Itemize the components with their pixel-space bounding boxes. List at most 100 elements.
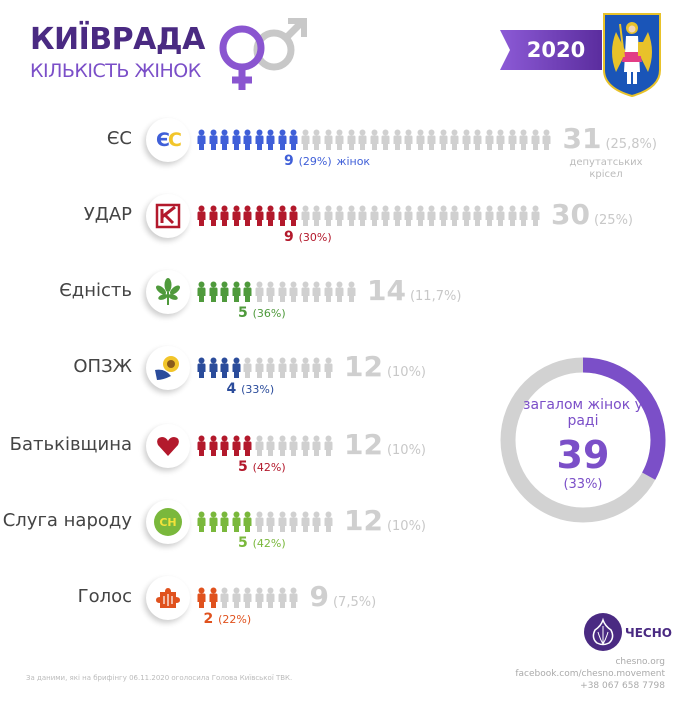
seat-icon bbox=[311, 205, 322, 230]
woman-seat-icon bbox=[196, 511, 207, 536]
seat-icon bbox=[323, 205, 334, 230]
gender-symbols-icon bbox=[219, 18, 307, 90]
seat-icon bbox=[507, 205, 518, 230]
year-label: 2020 bbox=[526, 38, 586, 62]
party-logo-icon: СН bbox=[146, 500, 190, 544]
seat-icon bbox=[484, 129, 495, 154]
woman-seat-icon bbox=[242, 281, 253, 306]
seats-share: (11,7%) bbox=[409, 289, 462, 304]
woman-seat-icon bbox=[231, 435, 242, 460]
seat-icon bbox=[518, 205, 529, 230]
seats-count: 9 bbox=[309, 580, 329, 613]
seat-icon bbox=[300, 357, 311, 382]
seats-share: (25%) bbox=[593, 213, 634, 228]
seat-icon bbox=[415, 129, 426, 154]
seat-icon bbox=[438, 205, 449, 230]
women-count: 9 bbox=[284, 229, 294, 245]
women-count-label: 2 (22%) bbox=[204, 611, 252, 627]
women-share: (30%) bbox=[298, 231, 332, 244]
donut-summary: загалом жінок у раді 39 (33%) bbox=[510, 397, 656, 492]
woman-seat-icon bbox=[242, 435, 253, 460]
seat-icon bbox=[300, 281, 311, 306]
women-count: 4 bbox=[226, 381, 237, 397]
seat-icon bbox=[530, 129, 541, 154]
woman-seat-icon bbox=[265, 205, 276, 230]
seat-icon bbox=[323, 511, 334, 536]
page-title: КИЇВРАДА bbox=[30, 22, 205, 57]
woman-seat-icon bbox=[208, 511, 219, 536]
seats-note: депутатських крісел bbox=[569, 157, 643, 180]
party-name: Голос bbox=[77, 586, 132, 607]
site-link[interactable]: chesno.org bbox=[615, 657, 665, 667]
party-logo-icon bbox=[146, 346, 190, 390]
seat-icon bbox=[449, 205, 460, 230]
seat-icon bbox=[277, 435, 288, 460]
woman-seat-icon bbox=[196, 129, 207, 154]
party-logo-icon bbox=[146, 424, 190, 468]
women-count-label: 5 (36%) bbox=[238, 305, 286, 321]
seats-count: 31 bbox=[562, 122, 602, 155]
seats-share: (10%) bbox=[386, 365, 427, 380]
seat-icon bbox=[288, 357, 299, 382]
seat-icon bbox=[311, 511, 322, 536]
women-share: (33%) bbox=[241, 383, 275, 396]
woman-seat-icon bbox=[231, 357, 242, 382]
woman-seat-icon bbox=[219, 435, 230, 460]
seat-icon bbox=[346, 129, 357, 154]
seat-icon bbox=[265, 587, 276, 612]
summary-label: загалом жінок у раді bbox=[523, 397, 643, 429]
women-share: (29%) bbox=[298, 155, 332, 168]
phone: +38 067 658 7798 bbox=[580, 681, 665, 691]
women-share: (42%) bbox=[252, 461, 286, 474]
seat-icon bbox=[472, 205, 483, 230]
seat-icon bbox=[311, 129, 322, 154]
seats-count: 30 bbox=[551, 198, 590, 231]
seat-icon bbox=[472, 129, 483, 154]
seat-icon bbox=[357, 129, 368, 154]
party-name: УДАР bbox=[83, 204, 132, 225]
woman-seat-icon bbox=[208, 435, 219, 460]
seat-icon bbox=[507, 129, 518, 154]
woman-seat-icon bbox=[231, 205, 242, 230]
seat-icon bbox=[311, 357, 322, 382]
seat-icon bbox=[518, 129, 529, 154]
seat-icon bbox=[380, 205, 391, 230]
party-name: Батьківщина bbox=[9, 434, 132, 455]
women-count: 9 bbox=[284, 153, 294, 169]
woman-seat-icon bbox=[231, 129, 242, 154]
woman-seat-icon bbox=[254, 129, 265, 154]
party-logo-icon bbox=[146, 270, 190, 314]
woman-seat-icon bbox=[208, 205, 219, 230]
women-share: (22%) bbox=[218, 613, 252, 626]
seat-icon bbox=[288, 511, 299, 536]
woman-seat-icon bbox=[219, 511, 230, 536]
women-count: 2 bbox=[203, 611, 214, 627]
seat-icon bbox=[438, 129, 449, 154]
seat-icon bbox=[392, 205, 403, 230]
seat-icon bbox=[242, 357, 253, 382]
seat-icon bbox=[323, 129, 334, 154]
seat-icon bbox=[300, 129, 311, 154]
woman-seat-icon bbox=[277, 129, 288, 154]
summary-value: 39 bbox=[556, 433, 610, 477]
seat-icon bbox=[369, 205, 380, 230]
woman-seat-icon bbox=[208, 587, 219, 612]
seat-icon bbox=[231, 587, 242, 612]
seat-icon bbox=[277, 281, 288, 306]
seats-count: 12 bbox=[344, 504, 383, 537]
source-note: За даними, які на брифінгу 06.11.2020 ог… bbox=[26, 674, 293, 682]
facebook-link[interactable]: facebook.com/chesno.movement bbox=[515, 669, 665, 679]
seat-icon bbox=[254, 511, 265, 536]
seat-icon bbox=[461, 129, 472, 154]
seat-icon bbox=[300, 435, 311, 460]
seat-icon bbox=[254, 435, 265, 460]
woman-seat-icon bbox=[208, 357, 219, 382]
kyiv-coat-of-arms-icon bbox=[603, 13, 661, 98]
woman-seat-icon bbox=[219, 281, 230, 306]
seat-icon bbox=[426, 129, 437, 154]
seat-icon bbox=[323, 357, 334, 382]
seats-share: (10%) bbox=[386, 519, 427, 534]
women-suffix: жінок bbox=[336, 155, 371, 168]
woman-seat-icon bbox=[231, 511, 242, 536]
seat-icon bbox=[288, 435, 299, 460]
